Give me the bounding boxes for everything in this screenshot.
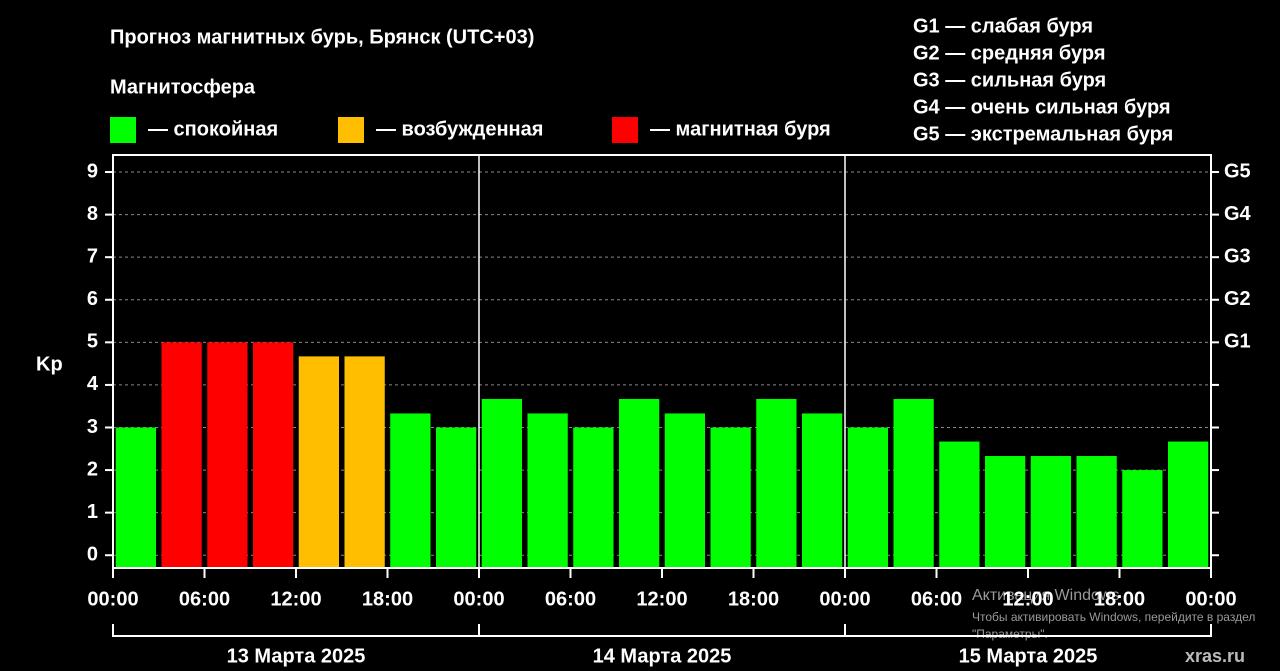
y-tick-label: 3 xyxy=(87,416,98,438)
bar xyxy=(1122,470,1163,569)
g-scale-item: G2 — средняя буря xyxy=(913,42,1106,64)
x-tick-label: 18:00 xyxy=(1094,588,1145,610)
legend-title: Магнитосфера xyxy=(110,76,256,98)
x-tick-label: 18:00 xyxy=(362,588,413,610)
y-tick-label: 2 xyxy=(87,458,98,480)
bar xyxy=(527,413,568,569)
day-label: 15 Марта 2025 xyxy=(959,645,1098,667)
day-label: 14 Марта 2025 xyxy=(593,645,732,667)
x-tick-label: 00:00 xyxy=(819,588,870,610)
y-tick-label: 6 xyxy=(87,288,98,310)
bar xyxy=(161,342,202,569)
bar xyxy=(984,456,1026,569)
bar xyxy=(893,398,934,569)
watermark: Чтобы активировать Windows, перейдите в … xyxy=(972,610,1255,624)
day-bracket xyxy=(844,624,1212,637)
bar xyxy=(847,427,889,569)
bar xyxy=(344,356,385,569)
legend-label: — возбужденная xyxy=(376,118,543,140)
bar xyxy=(1076,456,1117,569)
legend-swatch xyxy=(110,117,136,143)
chart-title: Прогноз магнитных бурь, Брянск (UTC+03) xyxy=(110,26,534,48)
x-tick-label: 12:00 xyxy=(1002,588,1053,610)
bar xyxy=(1030,456,1072,569)
y2-tick-label: G3 xyxy=(1224,245,1251,267)
g-scale-item: G5 — экстремальная буря xyxy=(913,123,1173,145)
y-tick-label: 4 xyxy=(87,373,99,395)
y-tick-label: 9 xyxy=(87,160,98,182)
day-label: 13 Марта 2025 xyxy=(227,645,366,667)
bar xyxy=(573,427,614,569)
legend-label: — магнитная буря xyxy=(650,118,831,140)
legend-label: — спокойная xyxy=(148,118,278,140)
bar xyxy=(390,413,431,569)
y-tick-label: 8 xyxy=(87,203,98,225)
bar xyxy=(801,413,843,569)
legend-swatch xyxy=(338,117,364,143)
x-tick-label: 00:00 xyxy=(453,588,504,610)
bar xyxy=(710,427,751,569)
g-scale-item: G4 — очень сильная буря xyxy=(913,96,1171,118)
bar xyxy=(252,342,294,569)
y2-tick-label: G4 xyxy=(1224,203,1252,225)
x-tick-label: 00:00 xyxy=(1185,588,1236,610)
y-tick-label: 7 xyxy=(87,245,98,267)
x-tick-label: 06:00 xyxy=(179,588,230,610)
bar xyxy=(939,441,980,569)
y-tick-label: 5 xyxy=(87,331,98,353)
g-scale-item: G1 — слабая буря xyxy=(913,15,1093,37)
x-tick-label: 06:00 xyxy=(911,588,962,610)
y-tick-label: 1 xyxy=(87,501,98,523)
bar xyxy=(207,342,248,569)
watermark: Активация Windows xyxy=(972,587,1119,604)
y2-tick-label: G2 xyxy=(1224,288,1251,310)
y2-tick-label: G5 xyxy=(1224,160,1251,182)
bar xyxy=(115,427,157,569)
legend-swatch xyxy=(612,117,638,143)
g-scale-item: G3 — сильная буря xyxy=(913,69,1106,91)
x-tick-label: 12:00 xyxy=(270,588,321,610)
watermark: "Параметры". xyxy=(972,627,1048,641)
bar xyxy=(435,427,477,569)
x-tick-label: 12:00 xyxy=(636,588,687,610)
x-tick-label: 06:00 xyxy=(545,588,596,610)
y2-tick-label: G1 xyxy=(1224,331,1251,353)
site-label: xras.ru xyxy=(1185,646,1245,666)
x-tick-label: 00:00 xyxy=(87,588,138,610)
bar xyxy=(1167,441,1209,569)
bar xyxy=(756,398,797,569)
x-tick-label: 18:00 xyxy=(728,588,779,610)
bar xyxy=(664,413,706,569)
bar xyxy=(618,398,660,569)
y-axis-label: Kp xyxy=(36,353,63,375)
bar xyxy=(481,398,523,569)
bar xyxy=(298,356,340,569)
y-tick-label: 0 xyxy=(87,544,98,566)
